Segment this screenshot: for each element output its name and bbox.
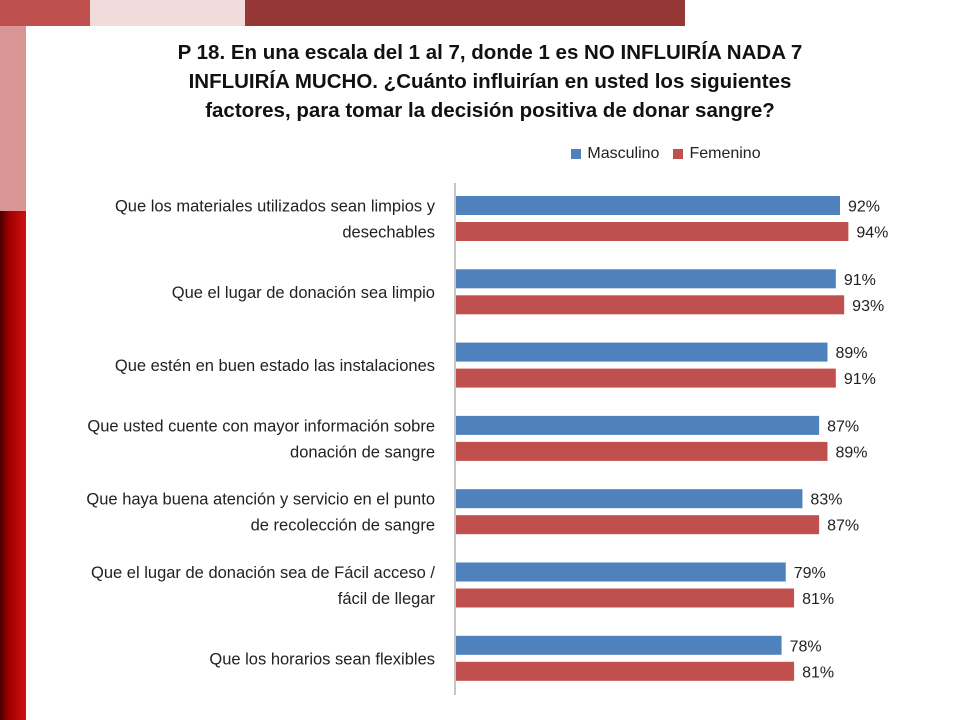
category-label: Que los horarios sean flexibles [209,650,435,668]
data-label-femenino: 87% [827,518,859,535]
bar-femenino [456,588,795,608]
bar-femenino [456,368,836,388]
category-label: desechables [342,224,435,242]
data-label-femenino: 89% [835,444,867,461]
bar-masculino [456,342,828,362]
bar-femenino [456,515,820,535]
bar-masculino [456,196,840,215]
category-label: de recolección de sangre [251,517,435,535]
data-label-masculino: 92% [848,199,880,216]
legend-label-femenino: Femenino [689,145,761,162]
category-label: donación de sangre [290,443,435,461]
legend-item-femenino: Femenino [673,145,761,163]
bar-masculino [456,269,836,289]
category-label: Que usted cuente con mayor información s… [87,417,435,435]
chart-title-line-3: factores, para tomar la decisión positiv… [205,99,775,122]
bar-femenino [456,441,828,461]
decor-bar-left-red [0,211,26,720]
data-label-femenino: 81% [802,591,834,608]
chart-legend: Masculino Femenino [0,145,960,163]
category-label: Que haya buena atención y servicio en el… [86,491,435,509]
bar-masculino [456,415,820,435]
bar-masculino [456,635,782,655]
chart-title: P 18. En una escala del 1 al 7, donde 1 … [60,38,920,125]
decor-bar-top-dark [245,0,685,26]
legend-label-masculino: Masculino [587,145,660,162]
category-label: Que el lugar de donación sea limpio [172,284,435,302]
bar-femenino [456,295,845,315]
bar-femenino [456,222,849,241]
data-label-masculino: 89% [835,345,867,362]
data-label-femenino: 81% [802,664,834,681]
chart-title-line-1: P 18. En una escala del 1 al 7, donde 1 … [177,41,803,64]
category-label: Que el lugar de donación sea de Fácil ac… [91,564,435,582]
data-label-masculino: 78% [790,638,822,655]
bar-masculino [456,489,803,509]
data-label-femenino: 94% [856,225,888,242]
category-label: Que los materiales utilizados sean limpi… [115,198,436,216]
decor-bar-left-pink [0,26,26,211]
legend-swatch-masculino [571,149,582,159]
data-label-femenino: 91% [844,371,876,388]
data-label-masculino: 91% [844,272,876,289]
data-label-masculino: 87% [827,418,859,435]
legend-item-masculino: Masculino [571,145,659,163]
decor-bar-top-pink [90,0,245,26]
data-label-masculino: 79% [794,565,826,582]
chart-title-line-2: INFLUIRÍA MUCHO. ¿Cuánto influirían en u… [188,70,792,93]
bar-femenino [456,661,795,681]
legend-swatch-femenino [673,149,684,159]
category-label: fácil de llegar [338,590,436,608]
category-label: Que estén en buen estado las instalacion… [115,357,435,375]
data-label-femenino: 93% [852,298,884,315]
bar-masculino [456,562,786,582]
decor-bar-top-red [0,0,90,26]
data-label-masculino: 83% [810,492,842,509]
